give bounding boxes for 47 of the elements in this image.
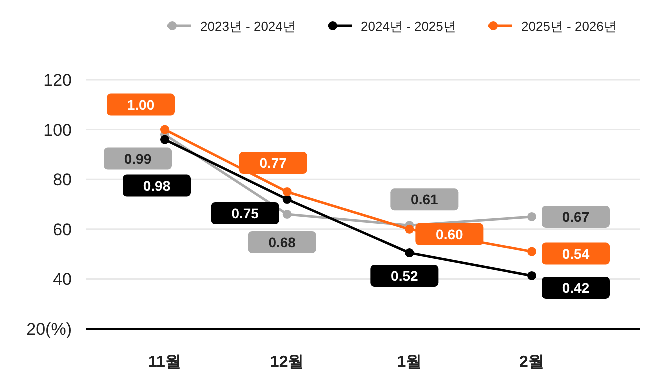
label: 0.61: [390, 188, 459, 211]
label: 0.99: [104, 148, 172, 170]
annotation: 0.67: [562, 208, 590, 225]
point: [160, 135, 170, 144]
label: 1.00: [107, 94, 175, 116]
label: 0.75: [211, 202, 280, 225]
x-tick-label: 1월: [397, 354, 422, 371]
y-tick-label: 100: [44, 120, 72, 140]
annotation: 0.98: [143, 178, 171, 194]
legend-label: 2024년 - 2025년: [361, 19, 456, 34]
point: [405, 224, 414, 234]
y-tick-label: 20(%): [26, 320, 72, 339]
label: 0.68: [248, 231, 316, 254]
annotation: 0.68: [268, 234, 296, 250]
point: [282, 195, 292, 204]
annotation: 0.52: [391, 268, 419, 284]
x-tick-label: 2월: [520, 354, 544, 371]
annotation: 0.60: [436, 226, 464, 242]
annotation: 0.42: [562, 280, 590, 296]
point: [282, 210, 292, 219]
legend-label: 2023년 - 2024년: [200, 19, 296, 34]
point: [528, 212, 536, 222]
annotation: 0.77: [260, 155, 288, 172]
point: [528, 247, 536, 256]
label: 0.52: [370, 265, 439, 288]
annotation: 0.54: [562, 246, 590, 262]
label: 0.60: [416, 223, 484, 246]
label: 0.54: [542, 242, 610, 265]
label: 0.42: [542, 276, 610, 299]
annotation: 0.75: [232, 206, 260, 222]
point: [160, 125, 170, 134]
annotation: 0.61: [411, 192, 439, 208]
x-tick-label: 12월: [270, 354, 304, 371]
y-tick-label: 40: [53, 270, 72, 290]
point: [528, 271, 536, 280]
y-tick-label: 60: [53, 220, 72, 240]
point: [405, 248, 414, 258]
label: 0.98: [123, 174, 191, 197]
y-tick-label: 120: [44, 71, 72, 90]
annotation: 1.00: [127, 96, 155, 113]
label: 0.77: [239, 152, 308, 174]
y-tick-label: 80: [53, 170, 72, 190]
point: [282, 188, 292, 197]
x-tick-label: 11월: [148, 354, 182, 371]
annotation: 0.99: [124, 150, 152, 167]
label: 0.67: [542, 206, 610, 228]
legend-label: 2025년 - 2026년: [522, 19, 617, 34]
